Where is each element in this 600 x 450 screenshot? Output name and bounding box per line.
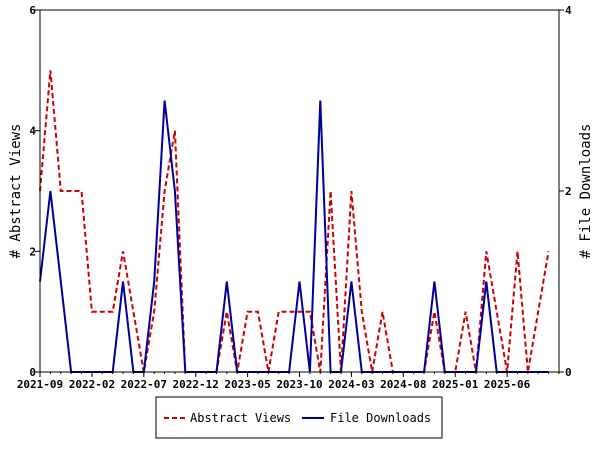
x-tick-label: 2025-01 bbox=[432, 378, 479, 391]
y2-tick-label: 4 bbox=[565, 4, 572, 17]
x-tick-label: 2025-06 bbox=[484, 378, 531, 391]
x-tick-label: 2021-09 bbox=[17, 378, 63, 391]
y-axis-title: # Abstract Views bbox=[8, 124, 24, 259]
y2-tick-label: 2 bbox=[565, 185, 572, 198]
legend-box bbox=[155, 396, 443, 439]
y-tick-label: 4 bbox=[29, 125, 36, 138]
x-tick-label: 2022-12 bbox=[173, 378, 219, 391]
x-tick-label: 2022-02 bbox=[69, 378, 115, 391]
y-axis-left: 0 2 4 6 bbox=[29, 4, 40, 379]
legend-label-abstract-views: Abstract Views bbox=[190, 411, 291, 425]
x-tick-label: 2024-03 bbox=[328, 378, 374, 391]
y-tick-label: 0 bbox=[29, 366, 36, 379]
y-tick-label: 2 bbox=[29, 245, 36, 258]
y-axis-right: 0 2 4 bbox=[559, 4, 572, 379]
series-line-abstract-views bbox=[39, 70, 550, 373]
x-tick-label: 2023-05 bbox=[224, 378, 270, 391]
y2-tick-label: 0 bbox=[565, 366, 572, 379]
x-tick-label: 2024-08 bbox=[380, 378, 426, 391]
y2-axis-title: # File Downloads bbox=[578, 124, 594, 259]
x-axis: 2021-09 2022-02 2022-07 2022-12 2023-05 2023-… bbox=[17, 372, 560, 391]
legend-label-file-downloads: File Downloads bbox=[330, 411, 431, 425]
x-tick-label: 2023-10 bbox=[276, 378, 322, 391]
y-tick-label: 6 bbox=[29, 4, 36, 17]
x-tick-label: 2022-07 bbox=[121, 378, 167, 391]
legend: Abstract Views File Downloads bbox=[155, 396, 443, 439]
